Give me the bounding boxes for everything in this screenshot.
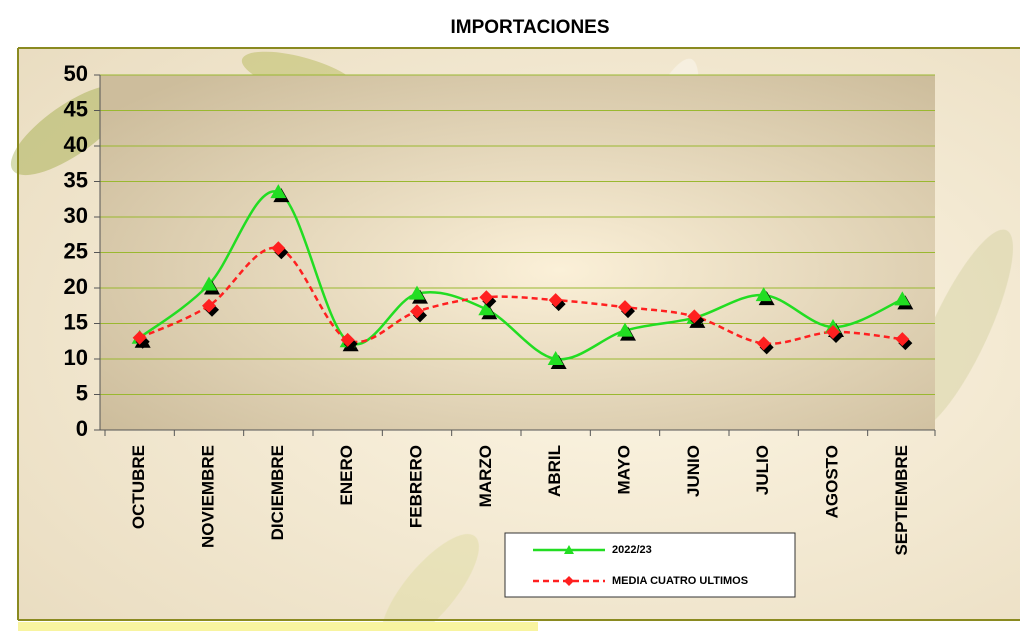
legend-label: 2022/23 xyxy=(612,544,652,556)
y-tick-label: 5 xyxy=(76,380,88,405)
y-tick-label: 25 xyxy=(64,238,88,263)
y-tick-label: 20 xyxy=(64,274,88,299)
legend-label: MEDIA CUATRO ULTIMOS xyxy=(612,575,748,587)
x-tick-label: JULIO xyxy=(753,445,772,495)
x-tick-label: MARZO xyxy=(476,445,495,507)
x-tick-label: JUNIO xyxy=(684,445,703,497)
x-tick-label: NOVIEMBRE xyxy=(198,445,217,548)
legend-box xyxy=(505,533,795,597)
y-tick-label: 35 xyxy=(64,167,88,192)
x-tick-label: AGOSTO xyxy=(822,445,841,518)
x-tick-label: ENERO xyxy=(337,445,356,505)
x-tick-label: MAYO xyxy=(614,445,633,494)
chart-title: IMPORTACIONES xyxy=(450,17,609,38)
x-tick-label: FEBRERO xyxy=(406,445,425,528)
chart: IMPORTACIONES 2022/23 MEDIA CUATRO ULTIMO… xyxy=(0,0,1020,631)
y-tick-label: 15 xyxy=(64,309,88,334)
y-tick-label: 30 xyxy=(64,203,88,228)
x-tick-label: SEPTIEMBRE xyxy=(892,445,911,556)
y-tick-label: 10 xyxy=(64,345,88,370)
x-tick-label: OCTUBRE xyxy=(129,445,148,529)
footer-strip xyxy=(18,622,538,631)
y-tick-label: 50 xyxy=(64,61,88,86)
y-tick-label: 40 xyxy=(64,132,88,157)
x-tick-label: DICIEMBRE xyxy=(268,445,287,540)
x-tick-label: ABRIL xyxy=(545,445,564,497)
y-tick-label: 45 xyxy=(64,96,88,121)
legend: 2022/23 MEDIA CUATRO ULTIMOS xyxy=(505,533,795,597)
y-tick-label: 0 xyxy=(76,416,88,441)
